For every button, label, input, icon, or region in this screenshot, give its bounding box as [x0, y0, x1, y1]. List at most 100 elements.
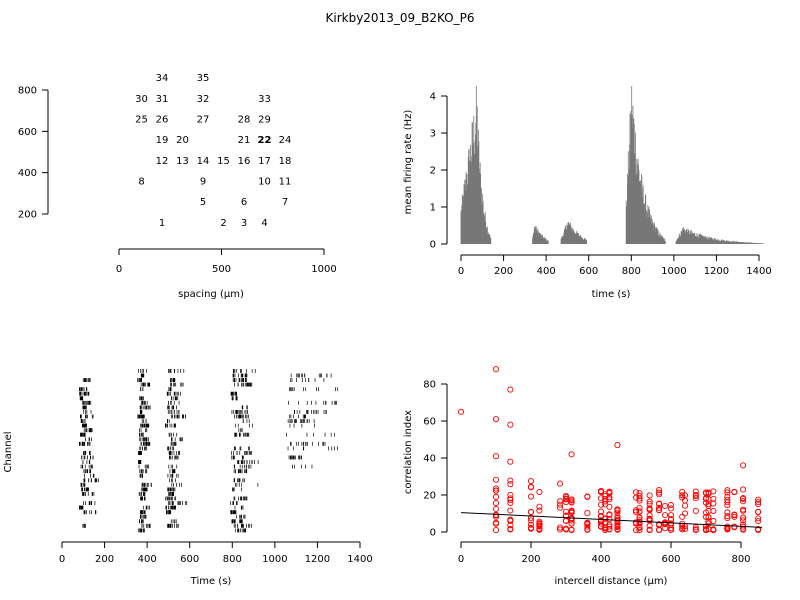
corr-point	[557, 524, 564, 531]
corr-point	[724, 487, 731, 494]
corr-y-ticks: 0 20 40 60 80	[423, 380, 447, 539]
corr-point	[710, 488, 717, 495]
corr-point	[702, 490, 710, 497]
corr-point	[667, 516, 675, 523]
rate-y-tick-label: 1	[430, 203, 436, 214]
rate-x-tick-label: 800	[622, 266, 641, 277]
electrode-label: 18	[279, 156, 292, 167]
corr-point	[562, 512, 570, 520]
corr-point	[507, 481, 514, 488]
corr-point	[507, 517, 514, 524]
layout-x-label: spacing (µm)	[178, 289, 244, 300]
layout-x-ticks: 0 500 1000	[116, 249, 337, 275]
corr-point	[632, 508, 640, 516]
corr-point	[681, 497, 689, 504]
corr-point	[740, 498, 747, 505]
corr-point	[507, 526, 514, 533]
electrode-label: 26	[156, 114, 169, 125]
corr-point	[636, 517, 643, 524]
corr-point	[755, 526, 762, 533]
corr-y-tick-label: 60	[423, 417, 436, 428]
layout-y-tick-label: 800	[18, 86, 37, 97]
corr-point	[602, 515, 609, 522]
corr-point	[492, 505, 500, 512]
corr-point	[710, 526, 717, 533]
corr-point	[636, 490, 643, 497]
corr-point	[681, 502, 689, 509]
electrode-label: 10	[258, 176, 271, 187]
corr-x-tick-label: 800	[731, 554, 750, 565]
electrode-label: 5	[200, 197, 206, 208]
corr-point	[646, 492, 653, 499]
corr-point	[740, 495, 747, 502]
rate-bars	[460, 86, 764, 244]
corr-x-tick-label: 200	[521, 554, 540, 565]
raster-x-label: Time (s)	[190, 576, 232, 587]
raster-x-ticks: 0 200 400 600 800 1000 1200 1400	[59, 542, 373, 565]
corr-point	[662, 512, 669, 519]
corr-point	[492, 493, 500, 500]
raster-y-label: Channel	[3, 431, 14, 472]
corr-point	[557, 498, 564, 505]
electrode-label: 13	[176, 156, 189, 167]
rate-y-tick-label: 3	[430, 129, 436, 140]
rate-x-tick-label: 600	[579, 266, 598, 277]
corr-point	[692, 507, 699, 514]
electrode-label: 19	[156, 135, 169, 146]
corr-y-tick-label: 40	[423, 454, 436, 465]
layout-y-ticks: 200 400 600 800	[18, 86, 48, 221]
corr-point	[606, 515, 613, 522]
corr-point	[731, 513, 738, 520]
corr-point	[636, 492, 643, 499]
corr-point	[740, 486, 747, 493]
corr-point	[656, 526, 663, 534]
corr-point	[636, 524, 643, 531]
corr-point	[557, 504, 564, 511]
rate-x-tick-label: 0	[458, 266, 464, 277]
rate-x-tick-label: 200	[494, 266, 513, 277]
corr-point	[568, 509, 575, 516]
electrode-label: 15	[217, 156, 230, 167]
corr-point	[527, 517, 535, 524]
corr-point	[568, 451, 575, 458]
corr-point	[492, 416, 500, 423]
corr-fit	[460, 512, 763, 528]
corr-point	[632, 489, 640, 496]
rate-y-ticks: 0 1 2 3 4	[430, 92, 447, 251]
corr-point	[662, 521, 669, 528]
corr-point	[597, 501, 605, 508]
corr-point	[562, 525, 570, 532]
corr-point	[636, 497, 643, 504]
rate-x-tick-label: 1000	[661, 266, 686, 277]
corr-point	[536, 507, 543, 514]
corr-point	[646, 500, 653, 507]
corr-point	[614, 526, 621, 533]
corr-point	[606, 523, 613, 530]
corr-point	[692, 524, 699, 531]
corr-point	[492, 453, 500, 460]
corr-point	[646, 506, 653, 513]
electrode-label: 2	[220, 218, 226, 229]
electrode-label: 9	[200, 176, 206, 187]
corr-point	[536, 522, 543, 529]
electrode-label: 17	[258, 156, 271, 167]
corr-point	[606, 503, 613, 510]
corr-point	[492, 366, 500, 373]
corr-point	[492, 487, 500, 494]
corr-point	[527, 493, 535, 500]
corr-point	[606, 521, 613, 528]
corr-point	[710, 500, 717, 507]
electrode-label: 4	[261, 218, 267, 229]
corr-y-label: correlation index	[403, 410, 414, 494]
electrode-label: 29	[258, 114, 271, 125]
electrode-label: 21	[238, 135, 251, 146]
corr-point	[724, 509, 731, 516]
corr-point	[507, 507, 514, 514]
corr-point	[636, 514, 643, 521]
electrode-label: 27	[197, 114, 210, 125]
corr-point	[755, 508, 762, 515]
corr-x-ticks: 0 200 400 600 800	[458, 542, 751, 565]
corr-point	[740, 514, 747, 521]
corr-point	[646, 498, 653, 505]
